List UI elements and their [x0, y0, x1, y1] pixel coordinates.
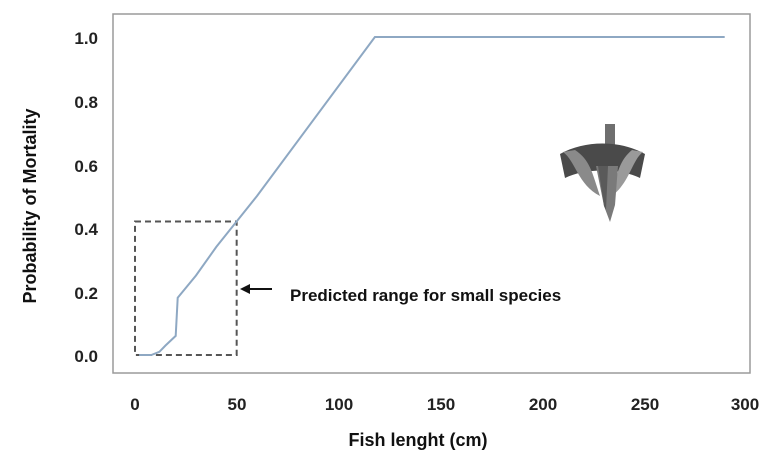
turbine-icon: [560, 124, 645, 222]
y-tick-label: 0.6: [74, 157, 98, 176]
x-tick-label: 50: [228, 395, 247, 414]
y-tick-label: 1.0: [74, 29, 98, 48]
x-tick-label: 250: [631, 395, 659, 414]
y-tick-label: 0.8: [74, 93, 98, 112]
mortality-curve: [139, 36, 725, 356]
annotation-label: Predicted range for small species: [290, 286, 561, 305]
x-tick-label: 100: [325, 395, 353, 414]
y-tick-label: 0.4: [74, 220, 98, 239]
small-species-range-box: [134, 220, 238, 356]
plot-area: [112, 13, 751, 374]
x-tick-label: 300: [731, 395, 759, 414]
x-axis-title: Fish lenght (cm): [349, 430, 488, 450]
x-tick-label: 0: [130, 395, 139, 414]
x-tick-label: 200: [529, 395, 557, 414]
annotation-arrowhead: [240, 284, 250, 294]
x-tick-label: 150: [427, 395, 455, 414]
y-axis-title: Probability of Mortality: [20, 108, 40, 303]
y-tick-label: 0.0: [74, 347, 98, 366]
y-tick-label: 0.2: [74, 284, 98, 303]
